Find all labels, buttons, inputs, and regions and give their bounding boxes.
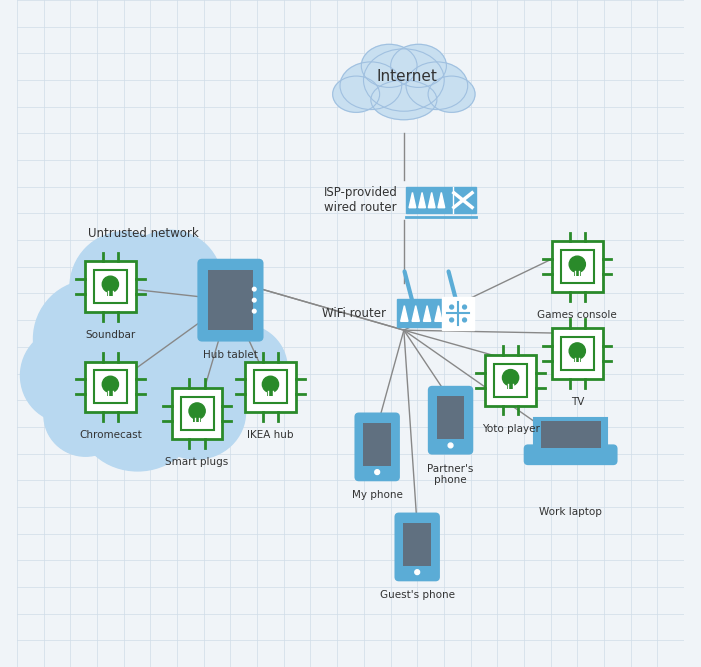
Text: Smart plugs: Smart plugs [165, 457, 229, 467]
FancyBboxPatch shape [552, 328, 603, 379]
Text: TV: TV [571, 397, 584, 407]
Circle shape [415, 570, 420, 574]
Polygon shape [428, 193, 435, 207]
Ellipse shape [390, 44, 447, 87]
Circle shape [252, 298, 256, 302]
FancyBboxPatch shape [181, 397, 214, 430]
Circle shape [463, 305, 466, 309]
FancyBboxPatch shape [107, 391, 114, 396]
Ellipse shape [157, 283, 261, 395]
FancyBboxPatch shape [485, 355, 536, 406]
Ellipse shape [371, 80, 437, 120]
FancyBboxPatch shape [395, 514, 439, 580]
Circle shape [463, 318, 466, 322]
FancyBboxPatch shape [442, 297, 475, 329]
FancyBboxPatch shape [193, 418, 200, 422]
Polygon shape [418, 193, 426, 207]
FancyBboxPatch shape [573, 271, 581, 275]
FancyBboxPatch shape [437, 396, 464, 440]
FancyBboxPatch shape [561, 250, 594, 283]
Circle shape [262, 376, 278, 392]
FancyBboxPatch shape [534, 418, 607, 451]
Text: Soundbar: Soundbar [86, 330, 135, 340]
FancyBboxPatch shape [245, 362, 296, 412]
Ellipse shape [44, 374, 127, 456]
Circle shape [252, 309, 256, 313]
Text: Yoto player: Yoto player [482, 424, 540, 434]
FancyBboxPatch shape [267, 391, 274, 396]
FancyBboxPatch shape [573, 358, 581, 362]
Ellipse shape [147, 366, 245, 459]
Text: Internet: Internet [376, 69, 437, 84]
FancyBboxPatch shape [172, 388, 222, 439]
FancyBboxPatch shape [552, 241, 603, 292]
Text: WiFi router: WiFi router [322, 307, 386, 320]
Text: My phone: My phone [352, 490, 402, 500]
Polygon shape [409, 193, 416, 207]
Circle shape [102, 376, 118, 392]
Circle shape [450, 318, 454, 322]
Circle shape [252, 287, 256, 291]
FancyBboxPatch shape [404, 523, 431, 566]
FancyBboxPatch shape [405, 187, 475, 213]
FancyBboxPatch shape [107, 291, 114, 295]
Ellipse shape [79, 280, 235, 427]
FancyBboxPatch shape [94, 270, 127, 303]
Circle shape [375, 470, 379, 474]
Ellipse shape [361, 44, 417, 87]
Text: IKEA hub: IKEA hub [247, 430, 294, 440]
Ellipse shape [196, 324, 287, 412]
Polygon shape [423, 305, 430, 321]
Text: Games console: Games console [538, 310, 617, 320]
FancyBboxPatch shape [355, 414, 399, 480]
FancyBboxPatch shape [494, 364, 527, 397]
FancyBboxPatch shape [199, 260, 262, 340]
Ellipse shape [340, 62, 402, 109]
Circle shape [569, 256, 585, 272]
Polygon shape [401, 305, 408, 321]
FancyBboxPatch shape [363, 423, 391, 466]
Text: Guest's phone: Guest's phone [380, 590, 455, 600]
Ellipse shape [406, 62, 468, 109]
Ellipse shape [364, 49, 444, 111]
Polygon shape [435, 305, 442, 321]
Text: Partner's
phone: Partner's phone [428, 464, 474, 485]
Polygon shape [412, 305, 419, 321]
FancyBboxPatch shape [254, 370, 287, 404]
Circle shape [448, 443, 453, 448]
Ellipse shape [428, 76, 475, 112]
Ellipse shape [79, 368, 196, 471]
Ellipse shape [70, 231, 179, 344]
Circle shape [569, 343, 585, 359]
FancyBboxPatch shape [397, 299, 470, 327]
FancyBboxPatch shape [540, 420, 601, 448]
Text: Chromecast: Chromecast [79, 430, 142, 440]
Text: ISP-provided
wired router: ISP-provided wired router [324, 186, 397, 214]
FancyBboxPatch shape [207, 270, 253, 330]
Circle shape [450, 305, 454, 309]
Circle shape [102, 276, 118, 292]
FancyBboxPatch shape [561, 337, 594, 370]
Circle shape [189, 403, 205, 419]
Polygon shape [438, 193, 444, 207]
FancyBboxPatch shape [507, 384, 515, 389]
Circle shape [503, 370, 519, 386]
Ellipse shape [333, 76, 380, 112]
Ellipse shape [34, 280, 151, 398]
FancyBboxPatch shape [85, 261, 136, 312]
Ellipse shape [20, 329, 111, 422]
Text: Untrusted network: Untrusted network [88, 227, 199, 240]
FancyBboxPatch shape [525, 446, 616, 464]
Text: Work laptop: Work laptop [539, 507, 602, 517]
Ellipse shape [118, 230, 222, 336]
FancyBboxPatch shape [85, 362, 136, 412]
FancyBboxPatch shape [94, 370, 127, 404]
Text: Hub tablet: Hub tablet [203, 350, 258, 360]
FancyBboxPatch shape [429, 387, 472, 454]
